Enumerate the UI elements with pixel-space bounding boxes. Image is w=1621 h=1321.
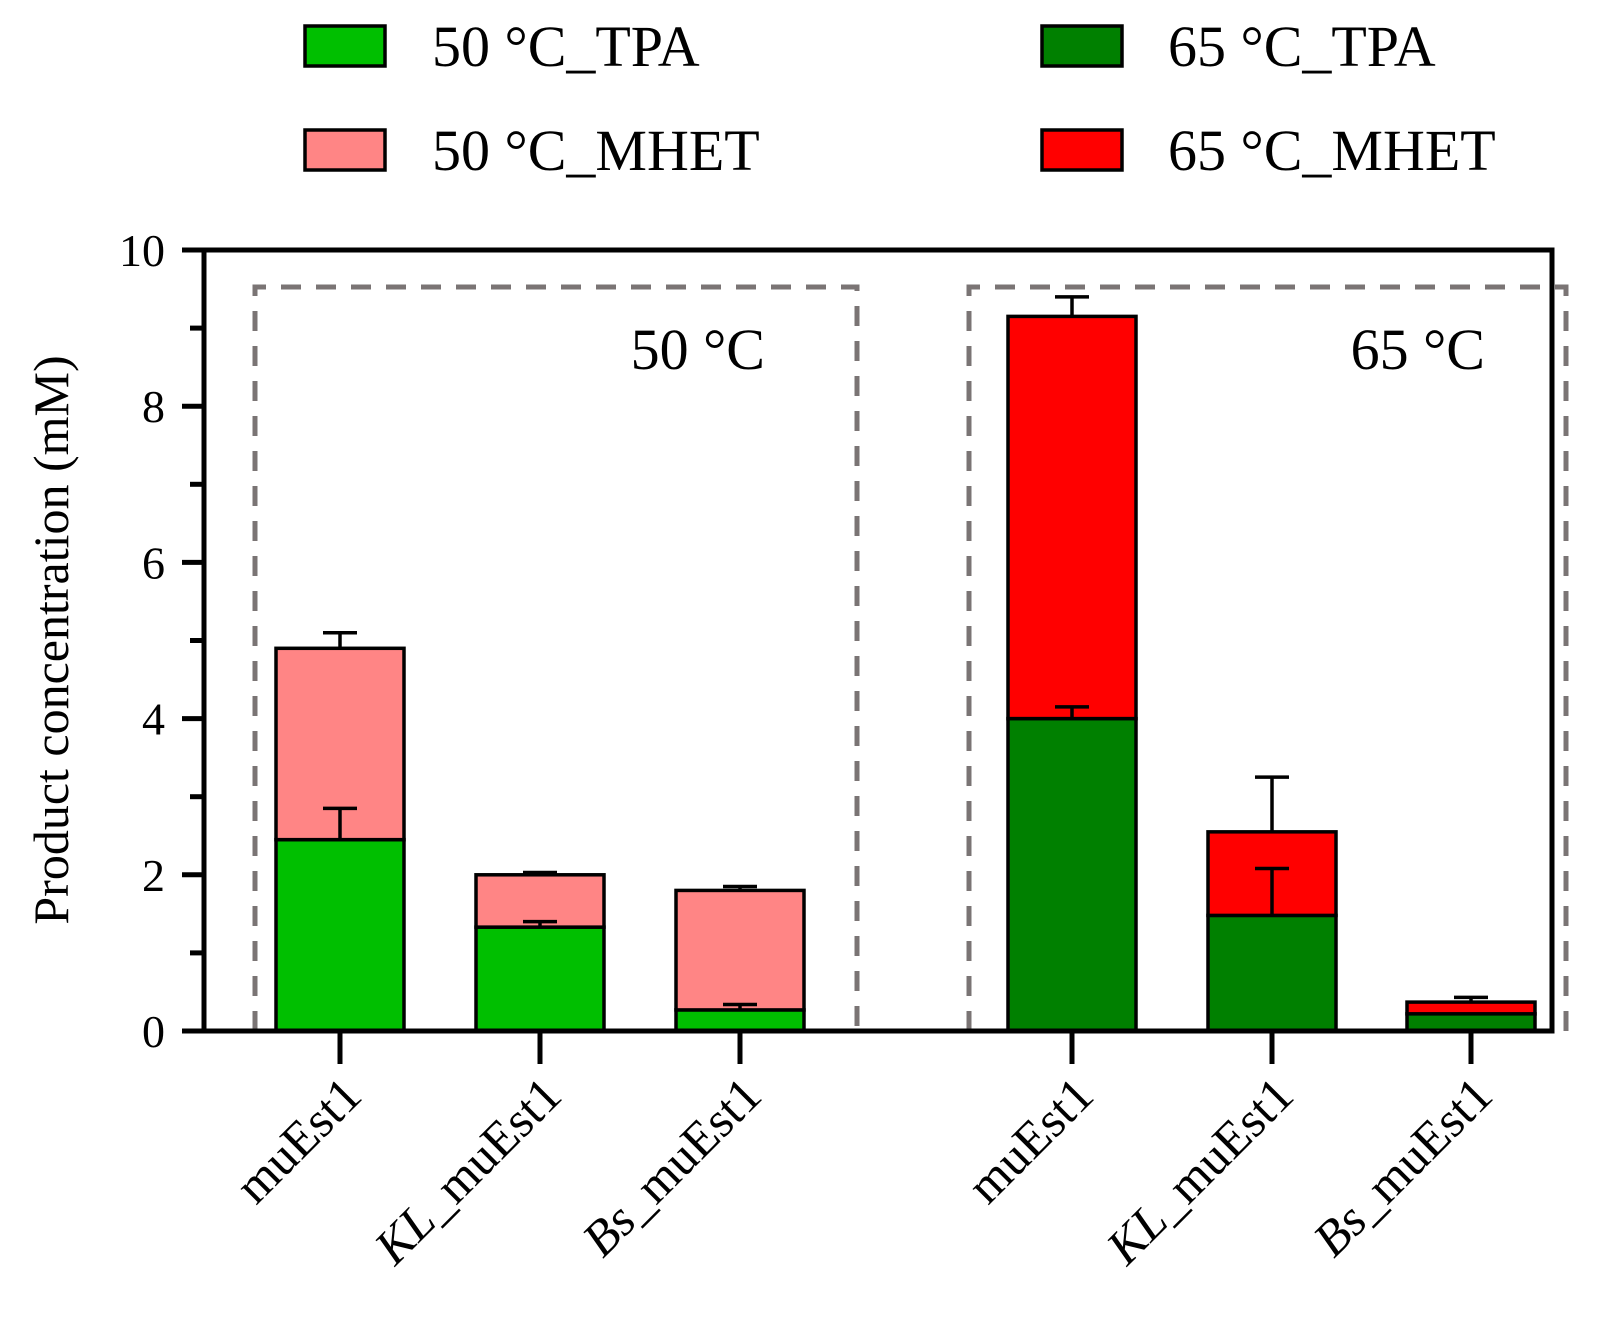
legend-label: 65 °C_TPA	[1168, 14, 1436, 79]
bar-segment	[1006, 314, 1138, 721]
legend-item: 65 °C_MHET	[1040, 118, 1496, 183]
y-tick-label: 6	[142, 537, 165, 588]
bar-segment	[1206, 913, 1338, 1033]
bar-segment	[1405, 1000, 1537, 1016]
group-box	[252, 284, 860, 1031]
y-axis-label: Product concentration (mM)	[23, 355, 79, 924]
bar-segment	[474, 873, 606, 929]
error-bar	[1255, 775, 1289, 832]
bar-segment	[1006, 716, 1138, 1033]
y-tick-label: 10	[119, 225, 165, 276]
error-bar	[523, 870, 557, 875]
legend-item: 50 °C_MHET	[303, 118, 760, 183]
bar-segment	[274, 837, 406, 1033]
error-bar	[723, 884, 757, 891]
legend-item: 65 °C_TPA	[1040, 14, 1436, 79]
category-name: _muEst1	[606, 1066, 772, 1232]
error-bar	[1055, 295, 1089, 317]
bars	[274, 314, 1537, 1033]
group-boxes: 50 °C 65 °C	[252, 284, 1569, 1031]
legend-swatch	[303, 24, 387, 68]
legend-swatch	[303, 128, 387, 172]
bar-segment	[474, 925, 606, 1033]
category-name: _muEst1	[1337, 1066, 1503, 1232]
error-bar	[523, 919, 557, 928]
error-bar	[323, 806, 357, 840]
x-category-label: muEst1	[956, 1066, 1104, 1214]
error-bars	[323, 295, 1488, 1010]
axes: 0 2 4 6 8 10	[119, 225, 1555, 1064]
x-category-label: Bs_muEst1	[1302, 1066, 1503, 1267]
legend-swatch	[1040, 24, 1124, 68]
x-category-label: KL_muEst1	[1094, 1066, 1303, 1275]
legend-swatch	[1040, 128, 1124, 172]
bar-segment	[674, 1008, 806, 1033]
legend: 50 °C_TPA 50 °C_MHET 65 °C_TPA 65 °C_MHET	[303, 14, 1496, 183]
legend-label: 65 °C_MHET	[1168, 118, 1496, 183]
category-name: muEst1	[956, 1066, 1104, 1214]
group-label: 50 °C	[631, 317, 765, 382]
labels: Product concentration (mM)muEst1KL_muEst…	[23, 355, 1503, 1275]
x-category-label: Bs_muEst1	[571, 1066, 772, 1267]
category-name: _muEst1	[1138, 1066, 1304, 1232]
error-bar	[723, 1002, 757, 1010]
legend-item: 50 °C_TPA	[303, 14, 700, 79]
legend-label: 50 °C_MHET	[432, 118, 760, 183]
error-bar	[1055, 705, 1089, 719]
group-label: 65 °C	[1351, 317, 1485, 382]
error-bar	[1454, 995, 1488, 1003]
category-name: muEst1	[224, 1066, 372, 1214]
y-tick-label: 0	[142, 1006, 165, 1057]
x-category-label: muEst1	[224, 1066, 372, 1214]
y-tick-label: 8	[142, 381, 165, 432]
legend-label: 50 °C_TPA	[432, 14, 700, 79]
error-bar	[1255, 866, 1289, 916]
x-category-label: KL_muEst1	[362, 1066, 571, 1275]
error-bar	[323, 630, 357, 649]
category-name: _muEst1	[406, 1066, 572, 1232]
bar-segment	[1405, 1012, 1537, 1033]
bar-segment	[674, 888, 806, 1012]
y-tick-label: 2	[142, 850, 165, 901]
y-tick-label: 4	[142, 694, 165, 745]
